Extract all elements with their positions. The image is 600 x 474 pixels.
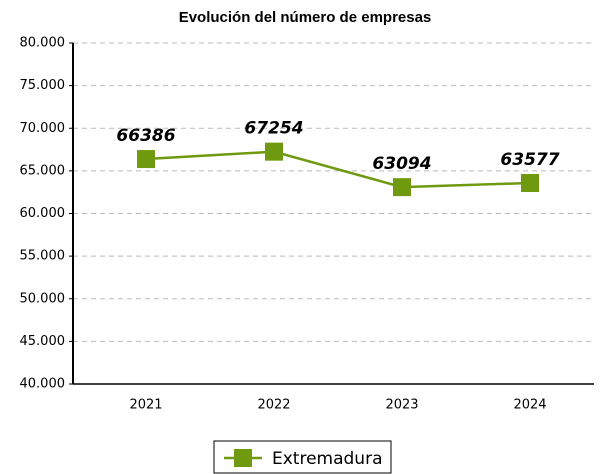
series-line: [145, 150, 531, 189]
y-tick-label: 50.000: [20, 291, 66, 306]
data-point: [521, 174, 539, 193]
data-label: 63094: [372, 154, 431, 174]
y-tick-label: 45.000: [20, 334, 66, 349]
data-label: 63577: [500, 150, 559, 170]
data-point: [393, 178, 411, 197]
data-point: [137, 150, 155, 169]
x-tick-label: 2024: [513, 398, 546, 413]
y-tick-label: 40.000: [20, 377, 66, 392]
legend-label: Extremadura: [272, 449, 383, 469]
legend-marker: [234, 449, 252, 467]
x-tick-label: 2021: [129, 398, 162, 413]
chart-title: Evolución del número de empresas: [179, 9, 432, 26]
x-tick-label: 2023: [385, 398, 418, 413]
y-tick-label: 70.000: [20, 121, 66, 136]
y-tick-label: 65.000: [20, 163, 66, 178]
y-tick-label: 60.000: [20, 206, 66, 221]
y-tick-label: 80.000: [20, 36, 66, 51]
data-point: [265, 142, 283, 161]
data-label: 67254: [244, 119, 303, 139]
y-tick-label: 55.000: [20, 249, 66, 264]
y-tick-label: 75.000: [20, 78, 66, 93]
x-tick-label: 2022: [257, 398, 290, 413]
data-label: 66386: [116, 126, 175, 146]
